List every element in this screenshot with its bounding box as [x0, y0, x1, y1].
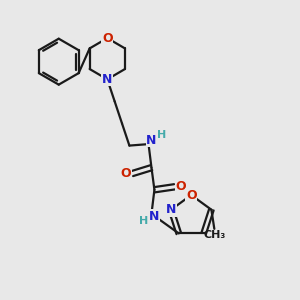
Text: N: N	[149, 210, 160, 223]
Text: H: H	[157, 130, 167, 140]
Text: H: H	[139, 216, 148, 226]
Text: O: O	[102, 32, 112, 45]
Text: N: N	[146, 134, 157, 147]
Text: N: N	[102, 73, 112, 86]
Text: CH₃: CH₃	[203, 230, 226, 240]
Text: O: O	[186, 188, 196, 202]
Text: O: O	[121, 167, 131, 180]
Text: N: N	[166, 203, 176, 216]
Text: O: O	[176, 180, 186, 193]
